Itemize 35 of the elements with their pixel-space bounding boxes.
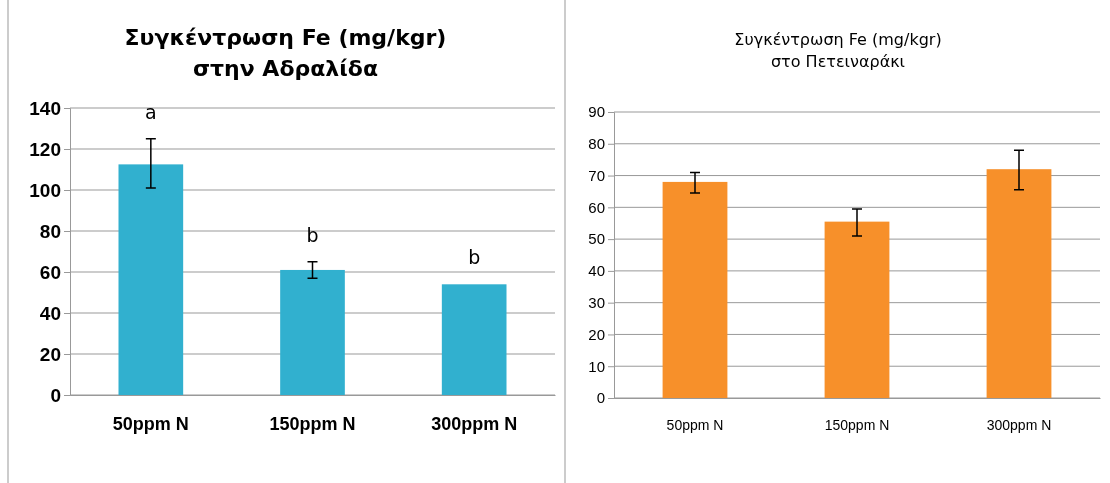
y-tick-label: 60 [588, 198, 605, 216]
bar [824, 221, 890, 398]
y-tick-label: 20 [39, 343, 61, 365]
y-tick-label: 70 [588, 166, 605, 184]
y-tick-label: 20 [588, 325, 605, 343]
bar [280, 269, 345, 395]
y-tick-label: 60 [39, 261, 61, 283]
x-tick-label: 50ppm N [666, 416, 724, 433]
y-tick-label: 80 [39, 220, 61, 242]
chart-title: Συγκέντρωση Fe (mg/kgr) στην Αδραλίδα [124, 25, 447, 81]
data-label: b [306, 223, 319, 246]
y-tick-label: 40 [588, 262, 605, 280]
data-label: a [145, 100, 157, 123]
y-tick-label: 30 [588, 293, 605, 311]
y-tick-label: 0 [50, 384, 61, 406]
x-tick-label: 150ppm N [269, 413, 356, 434]
y-tick-label: 10 [588, 357, 605, 375]
x-tick-label: 150ppm N [824, 416, 890, 433]
x-tick-label: 50ppm N [112, 413, 189, 434]
data-label: b [468, 246, 481, 269]
x-tick-label: 300ppm N [431, 413, 518, 434]
y-tick-label: 90 [588, 103, 605, 121]
y-tick-label: 120 [29, 138, 61, 160]
bar [662, 181, 728, 398]
bar [441, 284, 507, 395]
y-tick-label: 50 [588, 230, 605, 248]
y-tick-label: 100 [29, 179, 61, 201]
x-tick-label: 300ppm N [986, 416, 1052, 433]
bar [118, 164, 184, 395]
y-tick-label: 40 [39, 302, 61, 324]
y-tick-label: 140 [29, 97, 61, 119]
y-tick-label: 80 [588, 135, 605, 153]
chart-title: Συγκέντρωση Fe (mg/kgr) στο Πετειναράκι [734, 30, 942, 72]
bar [986, 169, 1052, 398]
y-tick-label: 0 [596, 389, 605, 407]
